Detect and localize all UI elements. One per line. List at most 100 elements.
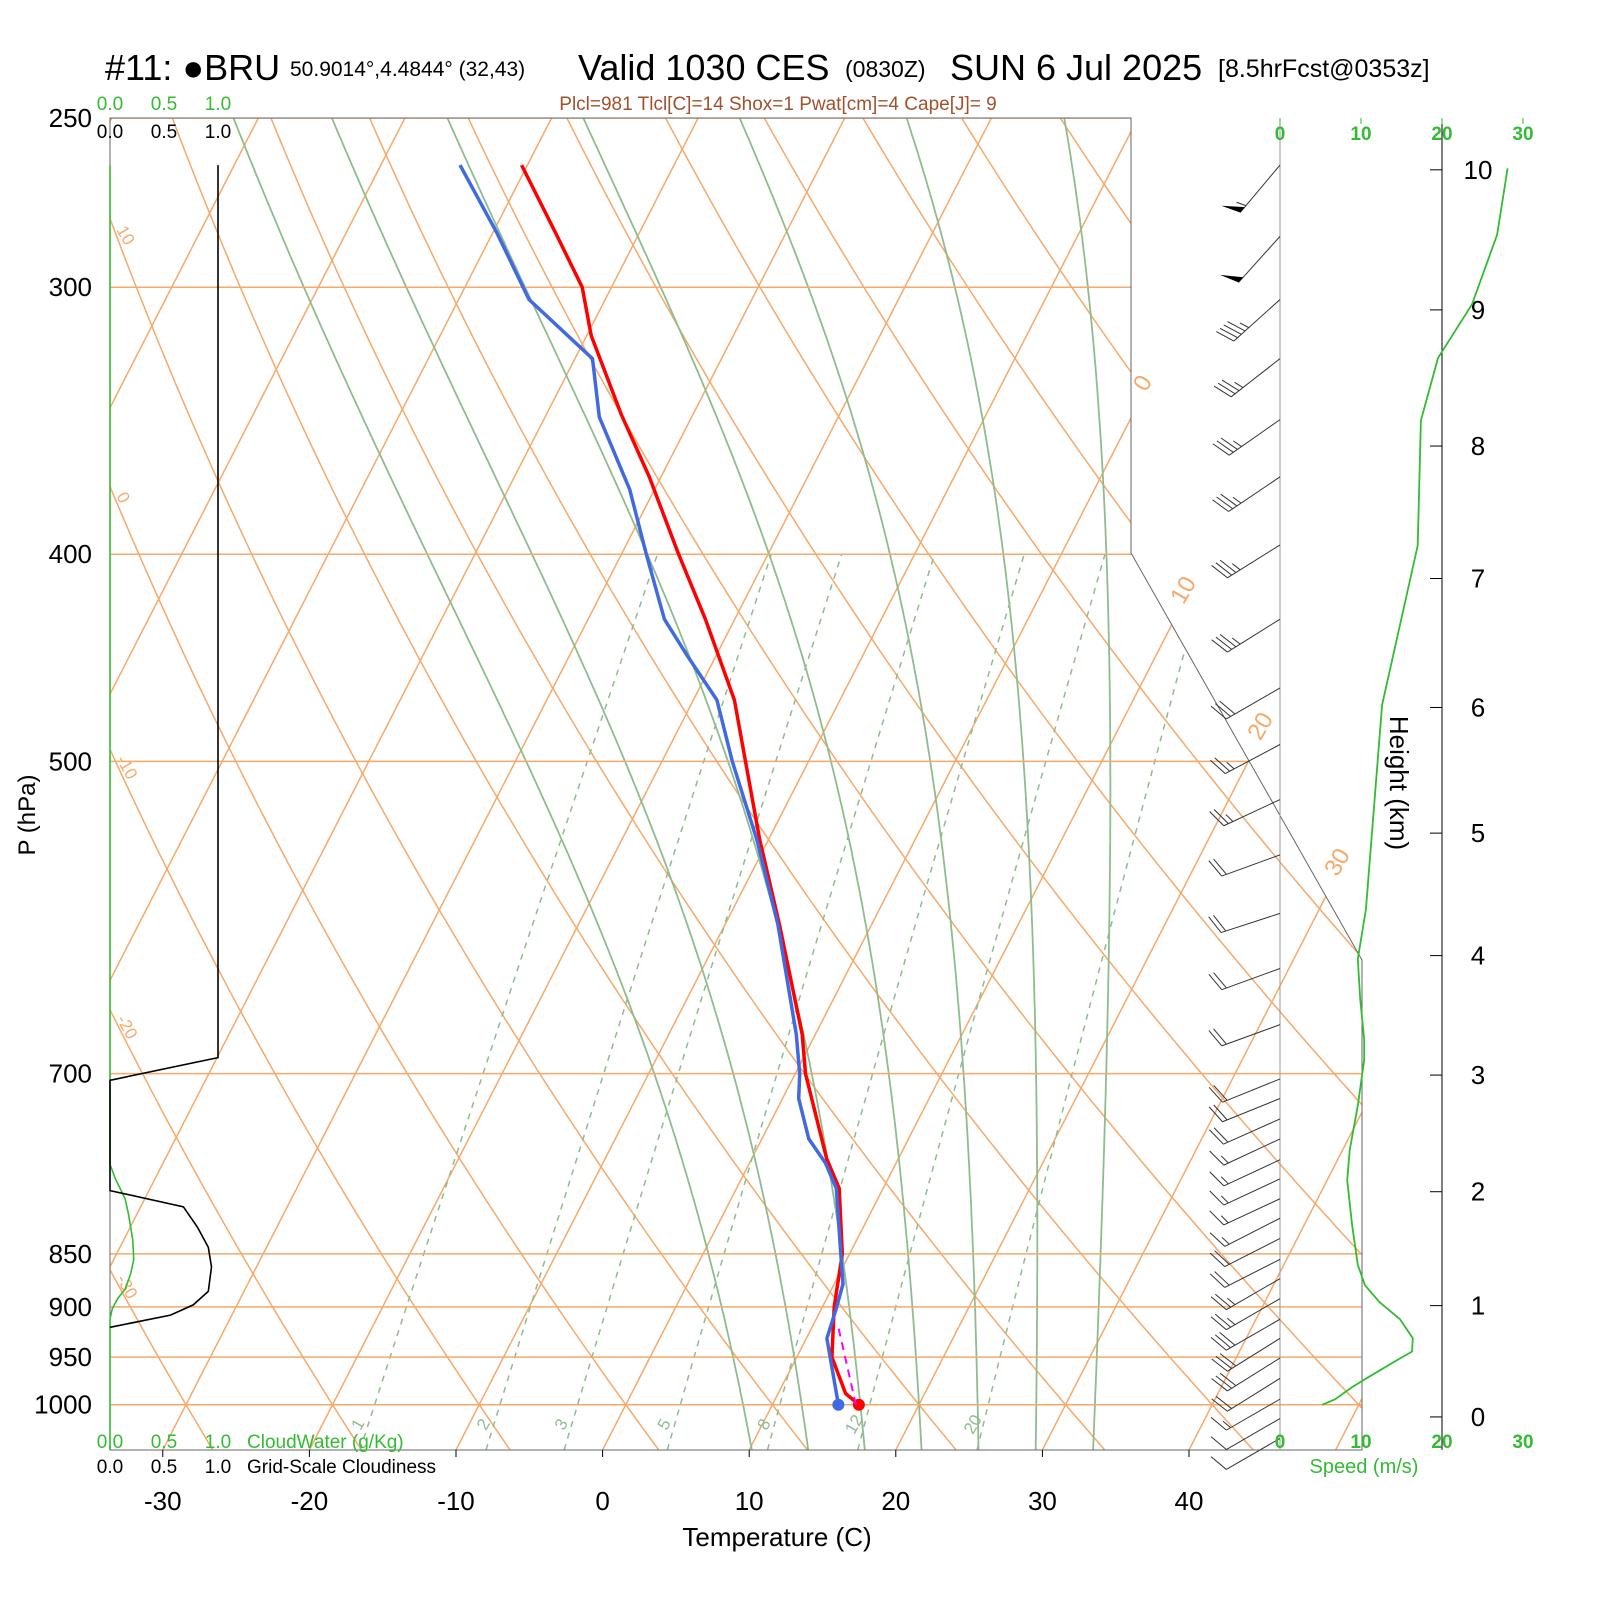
- isotherm: [308, 118, 993, 1450]
- wind-barb: [1209, 799, 1281, 827]
- barb-half-feather: [1220, 1176, 1229, 1185]
- wind-barb: [1210, 1438, 1281, 1470]
- wind-barb: [1216, 299, 1281, 342]
- x-tick-label: -10: [437, 1486, 475, 1516]
- wind-barb: [1210, 1398, 1281, 1431]
- barb-staff: [1224, 1238, 1281, 1268]
- height-tick-label: 5: [1471, 818, 1485, 848]
- cloud-tick-label: 1.0: [205, 94, 231, 115]
- moist-adiabat: [582, 118, 923, 1450]
- wind-barb: [1211, 1357, 1281, 1392]
- x-tick-label: 0: [595, 1486, 609, 1516]
- cloudwater-label: CloudWater (g/Kg): [247, 1432, 404, 1453]
- barb-staff: [1238, 236, 1281, 283]
- wind-barb: [1208, 968, 1281, 991]
- barb-staff: [1230, 358, 1281, 398]
- barb-feather: [1220, 437, 1238, 450]
- wind-barb: [1210, 1298, 1281, 1331]
- wind-barb: [1209, 1159, 1281, 1187]
- wind-barb: [1219, 236, 1281, 283]
- barb-feather: [1210, 1436, 1227, 1450]
- barb-half-feather: [1232, 496, 1242, 504]
- barb-staff: [1226, 1438, 1281, 1470]
- mixing-ratio-label: 8: [753, 1415, 774, 1433]
- dry-adiabat: [566, 118, 1362, 1450]
- barb-feather: [1219, 1353, 1237, 1367]
- mixing-ratio-label: 5: [654, 1415, 675, 1433]
- barb-feather: [1213, 1085, 1228, 1101]
- x-tick-label: 10: [735, 1486, 764, 1516]
- dry-adiabat: [763, 118, 1362, 1450]
- barb-staff: [1228, 419, 1281, 456]
- title-station: #11: ●BRU: [105, 47, 280, 88]
- isotherm: [110, 118, 406, 1450]
- wind-barb: [1210, 1318, 1281, 1351]
- mixing-ratio-line: [485, 553, 773, 1450]
- mixing-ratio-label: 2: [473, 1415, 494, 1433]
- barb-feather: [1208, 916, 1222, 933]
- barb-feather: [1209, 1129, 1224, 1145]
- barb-feather: [1219, 634, 1237, 648]
- barb-feather: [1219, 700, 1236, 715]
- y-tick-label: 250: [49, 103, 92, 133]
- wind-barb: [1208, 1078, 1281, 1103]
- mixing-ratio-label: 3: [551, 1415, 572, 1433]
- wind-barb: [1208, 1024, 1281, 1047]
- mixing-ratio-line: [976, 554, 1212, 1450]
- dry-adiabat: [171, 118, 957, 1450]
- barb-feather: [1208, 1106, 1223, 1123]
- wind-barb: [1211, 618, 1281, 653]
- height-tick-label: 0: [1471, 1402, 1485, 1432]
- mixing-ratio-label: 20: [960, 1411, 986, 1437]
- barb-half-feather: [1234, 381, 1244, 389]
- barb-half-feather: [1220, 1195, 1229, 1204]
- barb-staff: [1221, 968, 1281, 991]
- isotherm: [110, 118, 553, 1450]
- barb-feather: [1211, 1378, 1228, 1392]
- barb-feather: [1216, 331, 1235, 342]
- background-lines: [110, 118, 1362, 1450]
- barb-staff: [1233, 299, 1281, 342]
- dry-adiabat: [110, 118, 511, 1450]
- x-tick-label: 40: [1175, 1486, 1204, 1516]
- barb-feather: [1214, 1293, 1231, 1308]
- dry-adiabat: [110, 118, 363, 1450]
- barb-half-feather: [1226, 1317, 1236, 1326]
- barb-staff: [1239, 164, 1281, 213]
- wind-barb: [1209, 1258, 1281, 1288]
- barb-staff: [1224, 1258, 1281, 1288]
- barb-feather: [1216, 440, 1234, 453]
- cloud-tick-label: 0.0: [97, 1457, 123, 1478]
- moist-adiabat: [738, 118, 980, 1450]
- barb-staff: [1225, 744, 1281, 775]
- barb-staff: [1223, 1138, 1281, 1166]
- cloud-tick-label: 0.5: [151, 94, 177, 115]
- height-tick-label: 1: [1471, 1291, 1485, 1321]
- mixing-ratio-line: [563, 553, 843, 1450]
- barb-staff: [1226, 1398, 1281, 1431]
- y-tick-label: 1000: [34, 1390, 92, 1420]
- y-tick-label: 700: [49, 1059, 92, 1089]
- speed-tick-label: 30: [1512, 1432, 1533, 1453]
- isotherm-label: 20: [1242, 708, 1279, 745]
- moist-adiabat: [331, 118, 810, 1450]
- barb-feather: [1210, 705, 1227, 720]
- barb-feather: [1223, 324, 1242, 335]
- wind-barb: [1209, 1118, 1281, 1145]
- barb-half-feather: [1233, 440, 1242, 448]
- cloud-line: [109, 165, 135, 1450]
- y-tick-label: 850: [49, 1239, 92, 1269]
- barb-staff: [1224, 1217, 1281, 1247]
- cloud-line: [109, 165, 219, 1329]
- isotherm: [110, 118, 699, 1450]
- barb-staff: [1226, 687, 1281, 720]
- barb-feather: [1213, 1028, 1227, 1045]
- wind-barb: [1210, 744, 1281, 775]
- barb-staff: [1227, 1337, 1281, 1372]
- barb-feather: [1219, 327, 1238, 339]
- title-location: 50.9014°,4.4844° (32,43): [290, 58, 525, 81]
- barb-feather: [1215, 1355, 1232, 1369]
- cloud-tick-label: 0.0: [97, 1432, 123, 1453]
- barb-staff: [1226, 1318, 1281, 1351]
- barb-staff: [1226, 1298, 1281, 1331]
